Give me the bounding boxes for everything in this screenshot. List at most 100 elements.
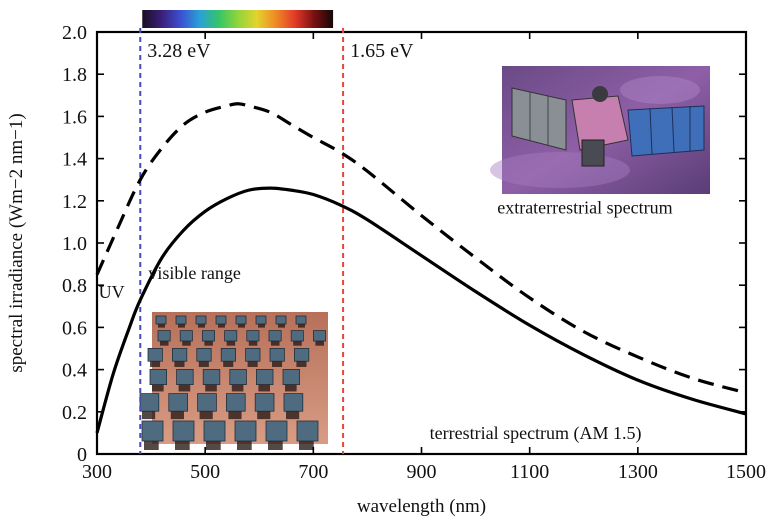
y-tick-label: 0.6 <box>62 317 87 339</box>
chart-annotations: UV visible range extraterrestrial spectrum… <box>99 197 673 444</box>
boundary-label: 3.28 eV <box>147 40 211 62</box>
solar-panel-icon <box>197 393 217 412</box>
solar-panel-icon <box>139 393 160 412</box>
axis-tick-labels: 300 500 700 900 1100 1300 1500 0 0.2 0.4 0.6 0.8 1.0… <box>62 22 766 483</box>
solar-panel-icon <box>229 368 247 385</box>
panel-shadow-icon <box>206 441 221 450</box>
y-tick-label: 1.0 <box>62 233 87 255</box>
solar-panel-icon <box>282 368 301 385</box>
solar-panel-icon <box>220 347 236 362</box>
panel-shadow-icon <box>223 361 234 367</box>
solar-panel-icon <box>168 393 189 412</box>
y-tick-label: 2.0 <box>62 22 87 44</box>
y-tick-label: 1.8 <box>62 64 87 86</box>
solar-panel-icon <box>265 420 288 442</box>
panel-shadow-icon <box>142 411 156 420</box>
panel-shadow-icon <box>238 324 245 328</box>
solar-panel-icon <box>224 330 238 342</box>
solar-panel-icon <box>246 330 260 342</box>
solar-panel-icon <box>295 315 307 325</box>
visible-spectrum-bar <box>142 10 334 28</box>
panel-shadow-icon <box>150 361 161 367</box>
panel-shadow-icon <box>170 411 184 420</box>
solar-panel-icon <box>141 420 164 442</box>
panel-shadow-icon <box>226 341 236 346</box>
solar-panel-icon <box>195 315 207 325</box>
annotation-label: UV <box>99 282 125 302</box>
panel-shadow-icon <box>247 361 258 367</box>
panel-shadow-icon <box>293 341 302 346</box>
solar-panel-icon <box>147 347 163 362</box>
panel-shadow-icon <box>204 341 213 346</box>
x-tick-label: 300 <box>82 461 112 483</box>
x-tick-label: 700 <box>298 461 328 483</box>
panel-shadow-icon <box>198 324 205 328</box>
panel-shadow-icon <box>315 341 324 346</box>
satellite-body-icon <box>571 86 629 167</box>
solar-panel-icon <box>196 347 212 362</box>
solar-panel-icon <box>245 347 261 362</box>
solar-panel-icon <box>175 315 187 325</box>
panel-shadow-icon <box>231 384 244 392</box>
panel-shadow-icon <box>268 441 283 450</box>
solar-panel-icon <box>296 420 319 442</box>
panel-shadow-icon <box>158 324 165 328</box>
panel-shadow-icon <box>257 411 271 420</box>
y-tick-label: 0 <box>77 444 87 466</box>
annotation-label: terrestrial spectrum (AM 1.5) <box>430 423 642 444</box>
solar-panel-icon <box>215 315 227 325</box>
panel-shadow-icon <box>199 411 213 420</box>
panel-shadow-icon <box>271 341 280 346</box>
solar-panel-icon <box>155 315 167 325</box>
y-tick-label: 1.2 <box>62 191 87 213</box>
solar-panel-icon <box>268 330 282 342</box>
solar-panel-icon <box>312 330 326 342</box>
panel-shadow-icon <box>286 411 300 420</box>
solar-panel-icon <box>283 393 304 412</box>
panel-shadow-icon <box>296 361 307 367</box>
solar-panel-icon <box>235 315 247 325</box>
panel-shadow-icon <box>298 324 305 328</box>
boundary-label: 1.65 eV <box>350 40 414 62</box>
solar-panel-icon <box>157 330 171 342</box>
solar-panel-icon <box>201 330 215 342</box>
solar-panel-field-photo <box>139 312 328 450</box>
panel-shadow-icon <box>178 324 185 328</box>
solar-panel-icon <box>275 315 287 325</box>
annotation-label: visible range <box>148 263 240 283</box>
solar-panel-icon <box>234 420 257 442</box>
solar-panel-icon <box>255 315 267 325</box>
panel-shadow-icon <box>152 384 164 392</box>
solar-panel-icon <box>176 368 194 385</box>
panel-shadow-icon <box>248 341 258 346</box>
panel-shadow-icon <box>182 341 191 346</box>
x-tick-label: 500 <box>190 461 220 483</box>
panel-shadow-icon <box>198 361 209 367</box>
y-tick-label: 0.2 <box>62 402 87 424</box>
panel-shadow-icon <box>144 441 159 450</box>
terrestrial-curve <box>95 186 747 434</box>
x-tick-label: 1300 <box>618 461 658 483</box>
satellite-left-panel-icon <box>511 87 567 151</box>
panel-shadow-icon <box>237 441 252 450</box>
irradiance-series <box>95 102 747 434</box>
satellite-right-panel-icon <box>627 105 705 157</box>
panel-shadow-icon <box>160 341 169 346</box>
solar-panel-icon <box>225 393 246 412</box>
panel-shadow-icon <box>174 361 185 367</box>
y-tick-label: 1.6 <box>62 106 87 128</box>
x-tick-label: 1500 <box>726 461 766 483</box>
solar-panel-icon <box>149 368 168 385</box>
panel-shadow-icon <box>178 384 191 392</box>
solar-panel-icon <box>269 347 285 362</box>
panel-shadow-icon <box>272 361 283 367</box>
boundary-markers: 3.28 eV 1.65 eV <box>139 28 414 454</box>
y-tick-label: 1.4 <box>62 149 87 171</box>
solar-panel-icon <box>254 393 275 412</box>
y-tick-label: 0.4 <box>62 360 87 382</box>
solar-panel-icon <box>171 347 188 362</box>
panel-shadow-icon <box>299 441 314 450</box>
solar-panel-icon <box>172 420 195 442</box>
panel-shadow-icon <box>205 384 217 392</box>
